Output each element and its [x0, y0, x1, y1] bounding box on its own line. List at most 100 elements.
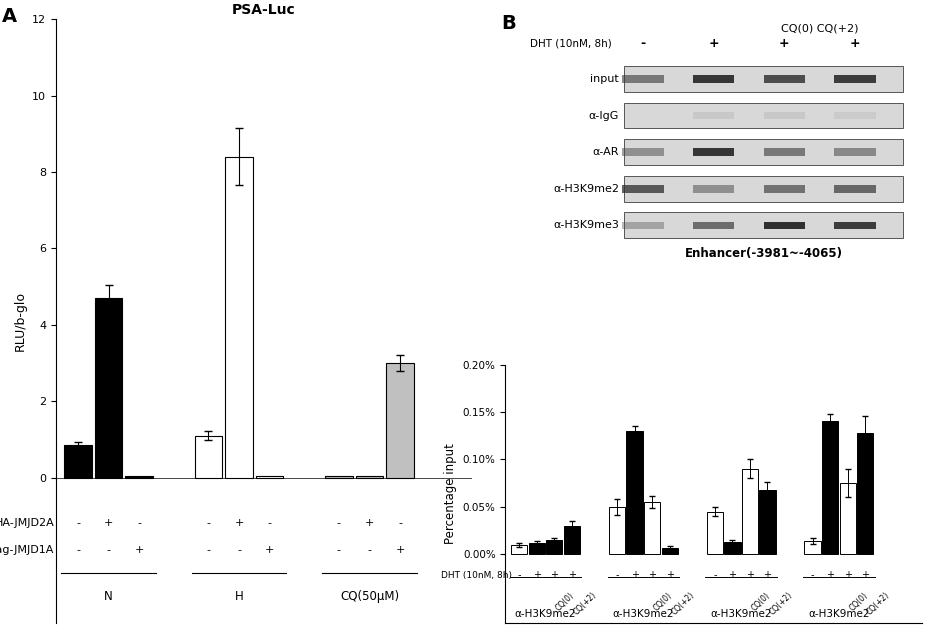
Text: Enhancer(-3981~-4065): Enhancer(-3981~-4065): [684, 247, 843, 260]
Bar: [693, 185, 735, 193]
Bar: [256, 476, 283, 478]
Bar: [693, 148, 735, 156]
Text: input: input: [590, 74, 619, 84]
Text: α-IgG: α-IgG: [588, 110, 619, 121]
Text: -: -: [518, 570, 521, 580]
Text: CQ(0): CQ(0): [652, 591, 674, 612]
Text: +: +: [104, 519, 114, 528]
Text: α-H3K9me2: α-H3K9me2: [808, 609, 870, 620]
Bar: [834, 75, 876, 83]
Bar: [64, 445, 92, 478]
Bar: [763, 221, 805, 229]
Bar: [624, 213, 903, 238]
Bar: [763, 148, 805, 156]
Bar: [760, 490, 776, 555]
Text: +: +: [708, 37, 719, 50]
Text: -: -: [337, 545, 341, 555]
Bar: [95, 298, 123, 478]
Text: +: +: [850, 37, 860, 50]
Bar: [834, 112, 876, 119]
Text: -: -: [106, 545, 111, 555]
Bar: [693, 112, 735, 119]
Text: +: +: [648, 570, 656, 580]
Text: +: +: [235, 519, 244, 528]
Text: +: +: [568, 570, 576, 580]
Bar: [644, 502, 660, 555]
Text: +: +: [763, 570, 772, 580]
Bar: [624, 139, 903, 165]
Text: -: -: [207, 545, 210, 555]
Y-axis label: Percentage input: Percentage input: [444, 443, 457, 544]
Text: +: +: [396, 545, 405, 555]
Text: DHT (10nM, 8h): DHT (10nM, 8h): [440, 571, 512, 580]
Bar: [707, 512, 723, 555]
Bar: [834, 221, 876, 229]
Bar: [622, 75, 664, 83]
Text: α-H3K9me2: α-H3K9me2: [613, 609, 674, 620]
Bar: [529, 543, 545, 555]
Bar: [564, 526, 580, 555]
Bar: [662, 548, 678, 555]
Text: Flag-JMJD1A: Flag-JMJD1A: [0, 545, 55, 555]
Text: +: +: [826, 570, 834, 580]
Text: +: +: [779, 37, 789, 50]
Text: +: +: [861, 570, 870, 580]
Text: -: -: [137, 519, 142, 528]
Text: +: +: [533, 570, 541, 580]
Bar: [763, 185, 805, 193]
Text: HA-JMJD2A: HA-JMJD2A: [0, 519, 55, 528]
Bar: [804, 541, 821, 555]
Text: A: A: [2, 7, 17, 26]
Bar: [840, 483, 856, 555]
Text: -: -: [398, 519, 402, 528]
Bar: [126, 476, 153, 478]
Text: α-AR: α-AR: [592, 147, 619, 157]
Text: α-H3K9me2: α-H3K9me2: [553, 184, 619, 194]
Text: +: +: [666, 570, 674, 580]
Bar: [622, 148, 664, 156]
Text: -: -: [76, 545, 80, 555]
Bar: [857, 433, 873, 555]
Text: -: -: [237, 545, 241, 555]
Text: +: +: [728, 570, 736, 580]
Bar: [742, 469, 758, 555]
Bar: [356, 476, 384, 478]
Text: CQ(0): CQ(0): [848, 591, 870, 612]
Bar: [624, 103, 903, 128]
Title: PSA-Luc: PSA-Luc: [232, 3, 296, 17]
Text: H: H: [235, 589, 243, 602]
Text: CQ(0) CQ(+2): CQ(0) CQ(+2): [781, 23, 858, 33]
Y-axis label: RLU/b-glo: RLU/b-glo: [13, 291, 26, 351]
Text: +: +: [264, 545, 275, 555]
Bar: [609, 507, 625, 555]
Bar: [693, 75, 735, 83]
Bar: [325, 476, 353, 478]
Text: -: -: [267, 519, 272, 528]
Bar: [511, 545, 527, 555]
Bar: [763, 75, 805, 83]
Text: B: B: [501, 14, 516, 33]
Text: +: +: [630, 570, 639, 580]
Text: CQ(50μM): CQ(50μM): [340, 589, 399, 602]
Bar: [622, 221, 664, 229]
Text: +: +: [843, 570, 852, 580]
Bar: [834, 185, 876, 193]
Text: +: +: [134, 545, 143, 555]
Text: +: +: [365, 519, 374, 528]
Text: -: -: [713, 570, 717, 580]
Bar: [693, 221, 735, 229]
Text: DHT (10nM, 8h): DHT (10nM, 8h): [530, 39, 612, 49]
Bar: [622, 185, 664, 193]
Bar: [225, 157, 253, 478]
Text: α-H3K9me3: α-H3K9me3: [553, 220, 619, 230]
Bar: [195, 435, 223, 478]
Text: CQ(0): CQ(0): [554, 591, 576, 612]
Bar: [624, 66, 903, 92]
Bar: [627, 431, 642, 555]
Text: -: -: [368, 545, 371, 555]
Bar: [724, 542, 740, 555]
Bar: [386, 363, 414, 478]
Text: -: -: [641, 37, 645, 50]
Text: CQ(0): CQ(0): [749, 591, 772, 612]
Text: -: -: [76, 519, 80, 528]
